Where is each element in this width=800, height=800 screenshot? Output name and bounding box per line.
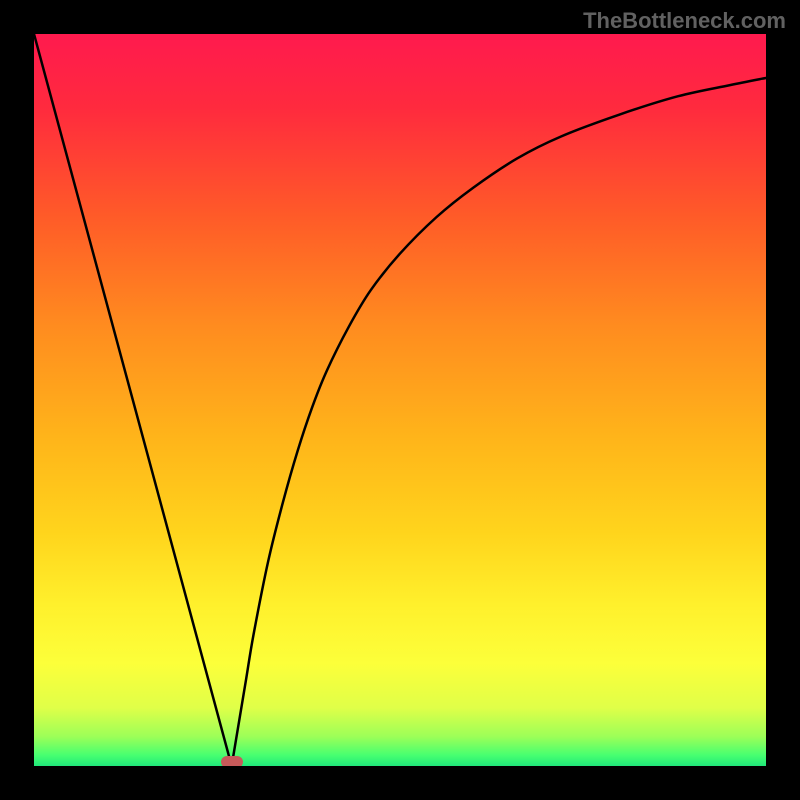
curve-path bbox=[34, 34, 766, 766]
minimum-marker bbox=[221, 756, 243, 766]
watermark-text: TheBottleneck.com bbox=[583, 8, 786, 34]
bottleneck-curve bbox=[34, 34, 766, 766]
plot-area bbox=[34, 34, 766, 766]
